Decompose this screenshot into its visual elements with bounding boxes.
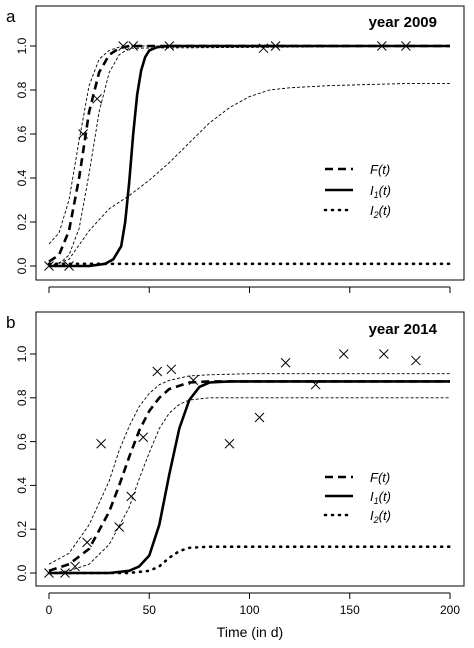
panel-a-y-axis: 0.0 0.2 0.4 0.6 0.8 1.0 <box>15 37 37 274</box>
y-tick-label: 0.0 <box>15 564 29 581</box>
observation-marker <box>166 364 177 375</box>
observation-marker <box>64 261 74 271</box>
panel-b-x-axis: 0 50 100 150 200 <box>46 592 460 617</box>
panel-b-curves <box>47 373 452 575</box>
observation-marker <box>164 41 175 51</box>
observation-marker <box>118 41 129 51</box>
series-i1t-line <box>49 380 450 575</box>
panel-b-letter: b <box>6 313 15 332</box>
y-tick-label: 0.0 <box>15 257 29 274</box>
x-tick-label: 100 <box>239 603 259 617</box>
y-tick-label: 0.8 <box>15 81 29 98</box>
panel-a-observations <box>44 41 411 271</box>
y-tick-label: 0.8 <box>15 389 29 406</box>
legend-entry-i2: I2(t) <box>370 203 391 220</box>
observation-marker <box>378 349 389 359</box>
series-band-4-line <box>48 397 450 574</box>
legend-entry-i1: I1(t) <box>370 183 391 200</box>
observation-marker <box>376 41 387 51</box>
series-band-5-line <box>48 82 450 267</box>
y-tick-label: 0.6 <box>15 433 29 450</box>
observation-marker <box>224 438 235 449</box>
panel-b-y-axis: 0.0 0.2 0.4 0.6 0.8 1.0 <box>15 345 37 581</box>
series-i1t-line <box>49 44 450 268</box>
y-tick-label: 0.2 <box>15 521 29 538</box>
legend-entry-f: F(t) <box>370 162 390 177</box>
y-tick-label: 1.0 <box>15 37 29 54</box>
observation-marker <box>338 349 349 359</box>
x-axis-title: Time (in d) <box>217 624 283 640</box>
panel-a-legend: F(t) I1(t) I2(t) <box>323 162 391 220</box>
series-ft-line <box>48 380 450 573</box>
x-tick-label: 0 <box>46 603 53 617</box>
y-tick-label: 0.4 <box>15 169 29 186</box>
observation-marker <box>70 561 80 572</box>
observation-marker <box>78 129 88 139</box>
y-tick-label: 0.6 <box>15 125 29 142</box>
series-band-4-line <box>48 45 451 267</box>
panel-a-x-axis <box>48 286 451 293</box>
series-ft-line <box>48 44 450 263</box>
panel-b-title: year 2014 <box>369 321 438 338</box>
legend-entry-i1: I1(t) <box>370 489 391 506</box>
series-band-3-line <box>48 373 450 565</box>
observation-marker <box>82 537 92 548</box>
y-tick-label: 1.0 <box>15 345 29 362</box>
observation-marker <box>126 491 137 502</box>
observation-marker <box>310 379 321 390</box>
panel-a: a 0.0 0.2 0.4 0.6 0.8 1.0 year 2009 F(t) I1(t… <box>6 5 465 293</box>
y-tick-label: 0.4 <box>15 477 29 494</box>
panel-b: b 0 50 100 150 200 0.0 0.2 0.4 0.6 0.8 1.0 year 2… <box>6 311 465 640</box>
observation-marker <box>254 412 265 423</box>
panel-b-frame <box>35 311 465 587</box>
observation-marker <box>401 41 411 51</box>
observation-marker <box>114 522 125 532</box>
observation-marker <box>60 568 70 578</box>
panel-a-curves <box>47 44 452 268</box>
observation-marker <box>270 41 281 51</box>
observation-marker <box>280 357 291 368</box>
observation-marker <box>152 366 163 377</box>
observation-marker <box>92 93 102 104</box>
x-tick-label: 200 <box>440 603 460 617</box>
legend-entry-f: F(t) <box>370 470 390 485</box>
panel-b-legend: F(t) I1(t) I2(t) <box>323 470 391 525</box>
observation-marker <box>128 41 139 51</box>
observation-marker <box>411 355 421 366</box>
panel-b-observations <box>44 349 421 578</box>
y-tick-label: 0.2 <box>15 213 29 230</box>
panel-a-title: year 2009 <box>369 14 437 31</box>
observation-marker <box>44 568 54 578</box>
observation-marker <box>138 432 149 443</box>
x-tick-label: 150 <box>340 603 360 617</box>
observation-marker <box>258 43 269 54</box>
x-tick-label: 50 <box>143 603 157 617</box>
observation-marker <box>44 261 54 271</box>
series-i2t-line <box>47 545 452 575</box>
observation-marker <box>188 375 199 386</box>
panel-a-letter: a <box>6 7 16 26</box>
observation-marker <box>96 438 106 449</box>
legend-entry-i2: I2(t) <box>370 508 391 525</box>
